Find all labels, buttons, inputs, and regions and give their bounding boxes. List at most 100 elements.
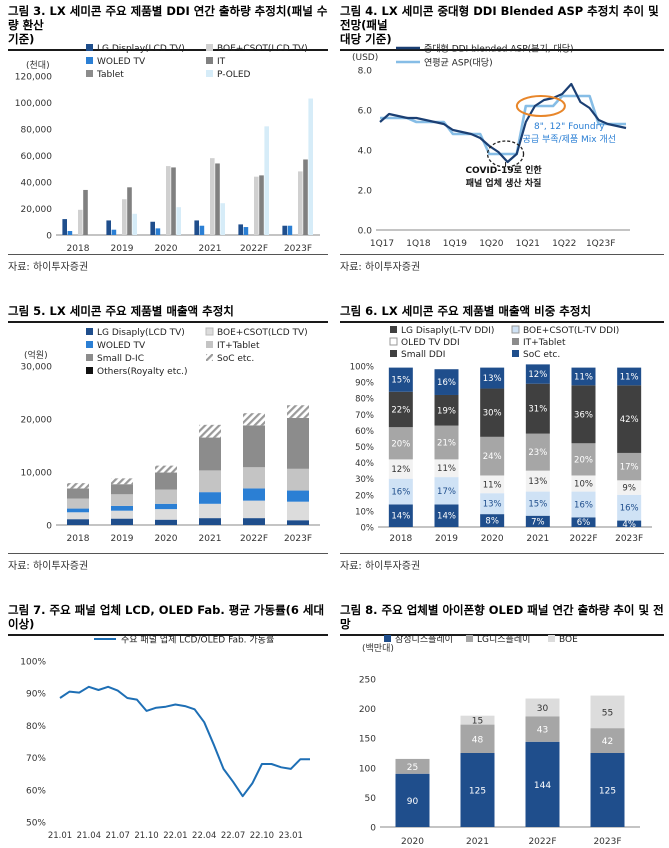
- x-tick-label: 2018: [389, 534, 412, 544]
- bar-segment: [287, 490, 309, 502]
- y-tick-label: 20,000: [21, 205, 53, 215]
- figure-5-chart: (억원) 0 10,000 20,000 30,000 2018 2019 2020 2021 2…: [21, 327, 320, 544]
- data-label: 48: [472, 735, 484, 745]
- bar-segment: [287, 520, 309, 525]
- bar-segment: [525, 741, 560, 827]
- data-label: 15: [472, 717, 483, 727]
- data-label: 13%: [483, 500, 502, 510]
- data-label: 6%: [577, 518, 591, 528]
- y-tick-label: 0%: [361, 524, 375, 534]
- x-tick-label: 2022F: [528, 837, 556, 847]
- x-tick-label: 2020: [481, 534, 504, 544]
- y-tick-label: 90%: [355, 379, 374, 389]
- x-tick-label: 2019: [435, 534, 458, 544]
- x-tick-label: 2022F: [240, 534, 268, 544]
- figure-3-panel: 그림 3. LX 세미콘 주요 제품별 DDI 연간 출하량 추정치(패널 수량…: [8, 4, 328, 274]
- figure-6-source: 자료: 하이투자증권: [340, 561, 421, 572]
- bar-segment: [571, 385, 596, 444]
- x-tick-label: 21.10: [134, 831, 158, 841]
- data-label: 12%: [391, 465, 410, 475]
- bar: [78, 209, 83, 235]
- legend-swatch: [548, 635, 555, 642]
- bar: [171, 167, 176, 235]
- bar: [303, 159, 308, 235]
- y-tick-label: 50: [365, 794, 377, 804]
- bar-segment: [111, 505, 133, 511]
- data-label: 16%: [620, 504, 639, 514]
- x-tick-label: 2023F: [593, 837, 621, 847]
- bar: [264, 126, 269, 235]
- bar-segment: [243, 413, 265, 426]
- legend-label: IT+Tablet: [217, 341, 260, 351]
- series-line: [379, 82, 627, 164]
- bar: [210, 158, 215, 235]
- annotation-text: 8", 12" Foundry: [534, 122, 605, 132]
- y-tick-label: 100%: [350, 363, 374, 373]
- figure-6-title: 그림 6. LX 세미콘 주요 제품별 매출액 비중 추정치: [340, 304, 664, 323]
- bar-segment: [571, 491, 596, 518]
- bar-segment: [571, 517, 596, 527]
- bar-segment: [199, 518, 221, 525]
- data-label: 25: [407, 763, 418, 773]
- data-label: 21%: [437, 438, 456, 448]
- bar-segment: [388, 504, 413, 527]
- data-label: 55: [602, 708, 613, 718]
- x-tick-label: 2021: [199, 534, 222, 544]
- legend-label: Others(Royalty etc.): [97, 367, 188, 377]
- bar: [150, 221, 155, 235]
- figure-7-chart: 50% 60% 70% 80% 90% 100% 21.01 21.04 21.07 21.10 2…: [20, 635, 310, 841]
- bar-segment: [155, 472, 177, 490]
- data-label: 90: [407, 797, 419, 807]
- data-label: 30: [537, 704, 549, 714]
- bar-segment: [460, 753, 495, 827]
- bar-segment: [155, 489, 177, 504]
- data-label: 11%: [574, 372, 593, 382]
- bar-segment: [460, 724, 495, 753]
- y-tick-label: 10%: [355, 507, 374, 517]
- bar-segment: [395, 773, 430, 827]
- bar-segment: [571, 443, 596, 476]
- y-tick-label: 40,000: [21, 179, 53, 189]
- y-tick-label: 10,000: [21, 469, 53, 479]
- legend-label: WOLED TV: [97, 57, 146, 67]
- legend-swatch: [206, 341, 213, 348]
- x-tick-label: 1Q22: [552, 239, 576, 249]
- y-tick-label: 0: [370, 824, 376, 834]
- x-tick-label: 22.04: [192, 831, 216, 841]
- legend-swatch: [511, 325, 520, 334]
- legend-label: 연평균 ASP(대당): [424, 58, 493, 69]
- bar: [155, 228, 161, 235]
- data-label: 22%: [391, 405, 410, 415]
- data-label: 42: [602, 737, 613, 747]
- data-label: 16%: [437, 378, 456, 388]
- bar-segment: [590, 728, 625, 753]
- y-tick-label: 20%: [355, 491, 374, 501]
- y-tick-label: 70%: [26, 754, 46, 764]
- bar: [298, 171, 303, 235]
- legend-swatch: [512, 338, 519, 345]
- bar: [243, 227, 249, 235]
- y-tick-label: 60%: [26, 786, 46, 796]
- bar-segment: [571, 475, 596, 492]
- bar-segment: [67, 512, 89, 520]
- y-tick-label: 0: [46, 522, 52, 532]
- bar: [127, 187, 132, 235]
- figure-3-chart: (천대) 0 20,000 40,000 60,000 80,000 100,000 120,…: [15, 44, 320, 254]
- bar: [220, 203, 225, 235]
- bar-segment: [287, 405, 309, 418]
- figure-4-source: 자료: 하이투자증권: [340, 262, 421, 273]
- x-tick-label: 2019: [111, 534, 134, 544]
- bar: [259, 175, 264, 235]
- annotation-text: COVID-19로 인한: [465, 164, 542, 176]
- bar: [287, 225, 293, 235]
- bar-segment: [525, 491, 550, 516]
- y-tick-label: 90%: [26, 690, 46, 700]
- bar-segment: [525, 364, 550, 384]
- data-label: 125: [599, 787, 616, 797]
- bar-segment: [199, 470, 221, 493]
- bar-segment: [111, 478, 133, 485]
- bar-segment: [617, 385, 642, 453]
- legend-swatch: [206, 354, 213, 361]
- legend-label: BOE+CSOT(LCD TV): [217, 328, 308, 338]
- legend-label: SoC etc.: [217, 354, 254, 364]
